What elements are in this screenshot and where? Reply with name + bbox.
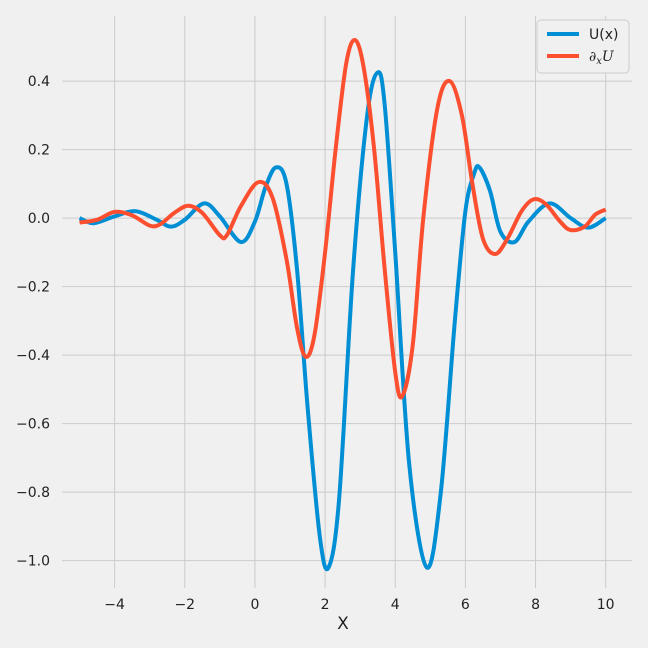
x-tick-label: 8 [531,597,540,613]
y-tick-label: −0.6 [16,417,50,433]
x-tick-label: 2 [321,597,330,613]
series-line-u [78,70,607,572]
y-tick-labels: −1.0 −0.8 −0.6 −0.4 −0.2 0.0 0.2 0.4 [16,74,50,570]
legend-label-du: ∂xU [589,49,615,67]
x-axis-label: X [337,614,349,634]
series-lines [78,37,607,572]
y-tick-label: 0.0 [28,211,50,227]
y-tick-label: 0.4 [28,74,50,90]
y-tick-label: −1.0 [16,554,50,570]
series-line-du [79,37,607,400]
grid [62,16,632,588]
x-tick-label: 0 [250,597,259,613]
x-tick-label: 4 [391,597,400,613]
legend-label-du-end: U [602,49,615,65]
x-tick-labels: −4 −2 0 2 4 6 8 10 [104,597,614,613]
y-tick-label: −0.4 [16,348,50,364]
y-tick-label: 0.2 [28,143,50,159]
x-tick-label: 10 [597,597,615,613]
x-tick-label: −2 [174,597,195,613]
x-tick-label: −4 [104,597,125,613]
y-tick-label: −0.8 [16,485,50,501]
y-tick-label: −0.2 [16,280,50,296]
legend-label-du-sub: x [596,56,602,67]
legend: U(x) ∂xU [536,19,630,74]
x-tick-label: 6 [461,597,470,613]
legend-label-u: U(x) [589,27,618,43]
legend-label-du-main: ∂ [589,49,596,65]
